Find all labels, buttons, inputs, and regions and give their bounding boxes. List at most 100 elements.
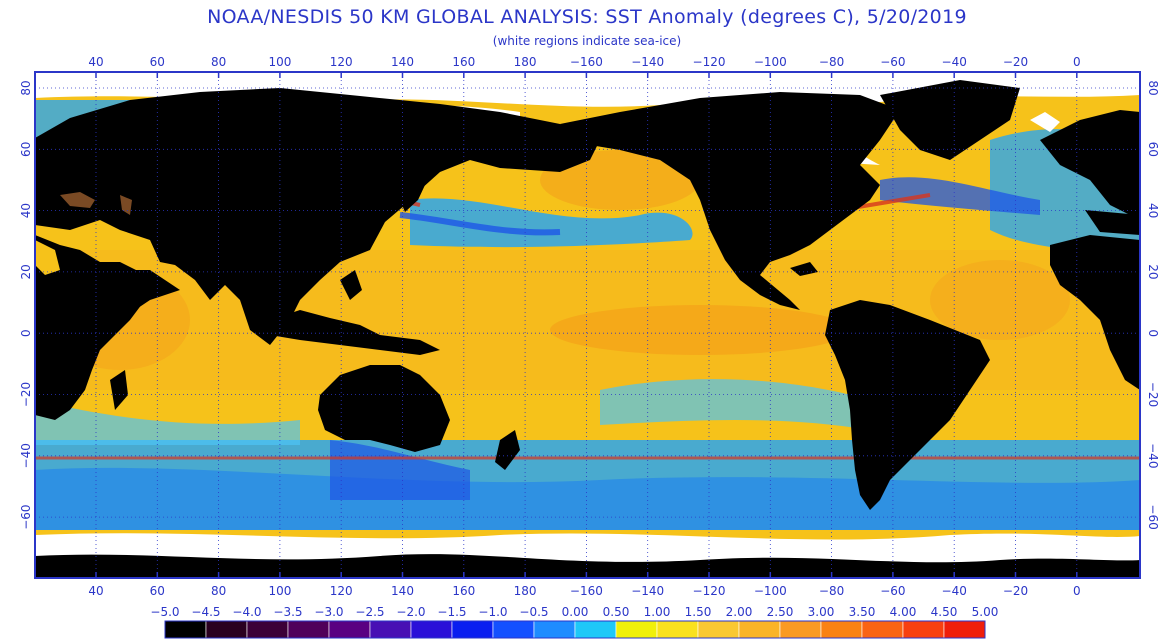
longitude-label: 140 xyxy=(391,584,414,598)
longitude-label: −80 xyxy=(819,55,844,69)
south-america xyxy=(825,300,990,510)
longitude-label: 180 xyxy=(514,55,537,69)
longitude-label: −140 xyxy=(631,584,664,598)
eurasia xyxy=(35,88,600,345)
latitude-label: 20 xyxy=(1146,264,1160,279)
colorbar-label: −3.0 xyxy=(314,605,343,619)
longitude-label: 80 xyxy=(211,584,226,598)
longitude-label: 100 xyxy=(268,55,291,69)
latitude-label: 60 xyxy=(19,142,33,157)
longitude-label: −120 xyxy=(693,584,726,598)
colorbar-label: −1.5 xyxy=(437,605,466,619)
colorbar-label: 2.00 xyxy=(726,605,753,619)
colorbar-label: 0.00 xyxy=(562,605,589,619)
longitude-label: 120 xyxy=(330,584,353,598)
caspian-sea xyxy=(60,192,95,208)
longitude-label: −120 xyxy=(693,55,726,69)
greenland xyxy=(880,80,1020,160)
map-subtitle: (white regions indicate sea-ice) xyxy=(492,34,682,48)
latitude-label: −60 xyxy=(19,504,33,529)
longitude-label: −100 xyxy=(754,55,787,69)
longitude-label: 60 xyxy=(150,584,165,598)
colorbar-label: 4.50 xyxy=(931,605,958,619)
longitude-label: −80 xyxy=(819,584,844,598)
colorbar-swatch xyxy=(943,620,986,639)
colorbar-swatch xyxy=(902,620,945,639)
longitude-label: −20 xyxy=(1003,55,1028,69)
colorbar-swatch xyxy=(615,620,658,639)
longitude-label: −60 xyxy=(880,584,905,598)
longitude-label: −100 xyxy=(754,584,787,598)
longitude-label: −140 xyxy=(631,55,664,69)
colorbar-swatch xyxy=(369,620,412,639)
colorbar-swatch xyxy=(656,620,699,639)
colorbar-label: −1.0 xyxy=(478,605,507,619)
colorbar-label: 5.00 xyxy=(972,605,999,619)
colorbar-swatch xyxy=(533,620,576,639)
longitude-label: 120 xyxy=(330,55,353,69)
longitude-label: 100 xyxy=(268,584,291,598)
colorbar-swatch xyxy=(410,620,453,639)
latitude-label: −20 xyxy=(1146,382,1160,407)
colorbar-label: 0.50 xyxy=(603,605,630,619)
colorbar-swatch xyxy=(205,620,248,639)
colorbar-label: 1.00 xyxy=(644,605,671,619)
colorbar-label: −2.0 xyxy=(396,605,425,619)
colorbar-swatch xyxy=(779,620,822,639)
colorbar-label: 2.50 xyxy=(767,605,794,619)
latitude-label: −60 xyxy=(1146,504,1160,529)
longitude-label: −20 xyxy=(1003,584,1028,598)
latitude-label: −40 xyxy=(1146,443,1160,468)
latitude-label: −40 xyxy=(19,443,33,468)
graticule xyxy=(35,72,1140,578)
latitude-label: −20 xyxy=(19,382,33,407)
japan xyxy=(400,178,425,212)
longitude-label: −60 xyxy=(880,55,905,69)
colorbar-label: 3.00 xyxy=(808,605,835,619)
colorbar-swatch xyxy=(287,620,330,639)
colorbar-label: −4.5 xyxy=(191,605,220,619)
colorbar-swatch xyxy=(820,620,863,639)
longitude-label: −40 xyxy=(942,55,967,69)
madagascar xyxy=(110,370,128,410)
latitude-label: 80 xyxy=(19,80,33,95)
longitude-label: 40 xyxy=(88,55,103,69)
longitude-label: 40 xyxy=(88,584,103,598)
philippines xyxy=(340,270,362,300)
latitude-label: 40 xyxy=(19,203,33,218)
latitude-label: 0 xyxy=(19,329,33,337)
colorbar-swatch xyxy=(451,620,494,639)
colorbar-swatch xyxy=(697,620,740,639)
latitude-label: 60 xyxy=(1146,142,1160,157)
colorbar-swatch xyxy=(246,620,289,639)
colorbar-swatch xyxy=(328,620,371,639)
colorbar xyxy=(164,620,986,639)
colorbar-label: 3.50 xyxy=(849,605,876,619)
longitude-label: 160 xyxy=(452,584,475,598)
longitude-label: −40 xyxy=(942,584,967,598)
europe xyxy=(1040,110,1140,220)
colorbar-labels: −5.0 −4.5 −4.0 −3.5 −3.0 −2.5 −2.0 −1.5 −1.0 −0.5… xyxy=(150,605,998,619)
map-frame xyxy=(34,71,1141,579)
colorbar-swatch xyxy=(574,620,617,639)
colorbar-label: −0.5 xyxy=(519,605,548,619)
colorbar-label: −2.5 xyxy=(355,605,384,619)
longitude-label: 60 xyxy=(150,55,165,69)
colorbar-label: 1.50 xyxy=(685,605,712,619)
colorbar-label: 4.00 xyxy=(890,605,917,619)
latitude-labels-left: 80 60 40 20 0 −20 −40 −60 xyxy=(19,80,33,529)
longitude-label: −160 xyxy=(570,55,603,69)
longitude-label: 0 xyxy=(1073,55,1081,69)
longitude-label: 160 xyxy=(452,55,475,69)
north-america xyxy=(560,92,900,310)
colorbar-swatch xyxy=(164,620,207,639)
longitude-label: 140 xyxy=(391,55,414,69)
colorbar-label: −3.5 xyxy=(273,605,302,619)
west-africa xyxy=(1050,235,1140,390)
australia xyxy=(318,365,450,452)
longitude-label: 0 xyxy=(1073,584,1081,598)
longitude-labels-bottom: 40 60 80 100 120 140 160 180 −160 −140 −120 −100 −80… xyxy=(88,584,1080,598)
new-zealand xyxy=(495,430,520,470)
antarctica xyxy=(35,554,1140,578)
